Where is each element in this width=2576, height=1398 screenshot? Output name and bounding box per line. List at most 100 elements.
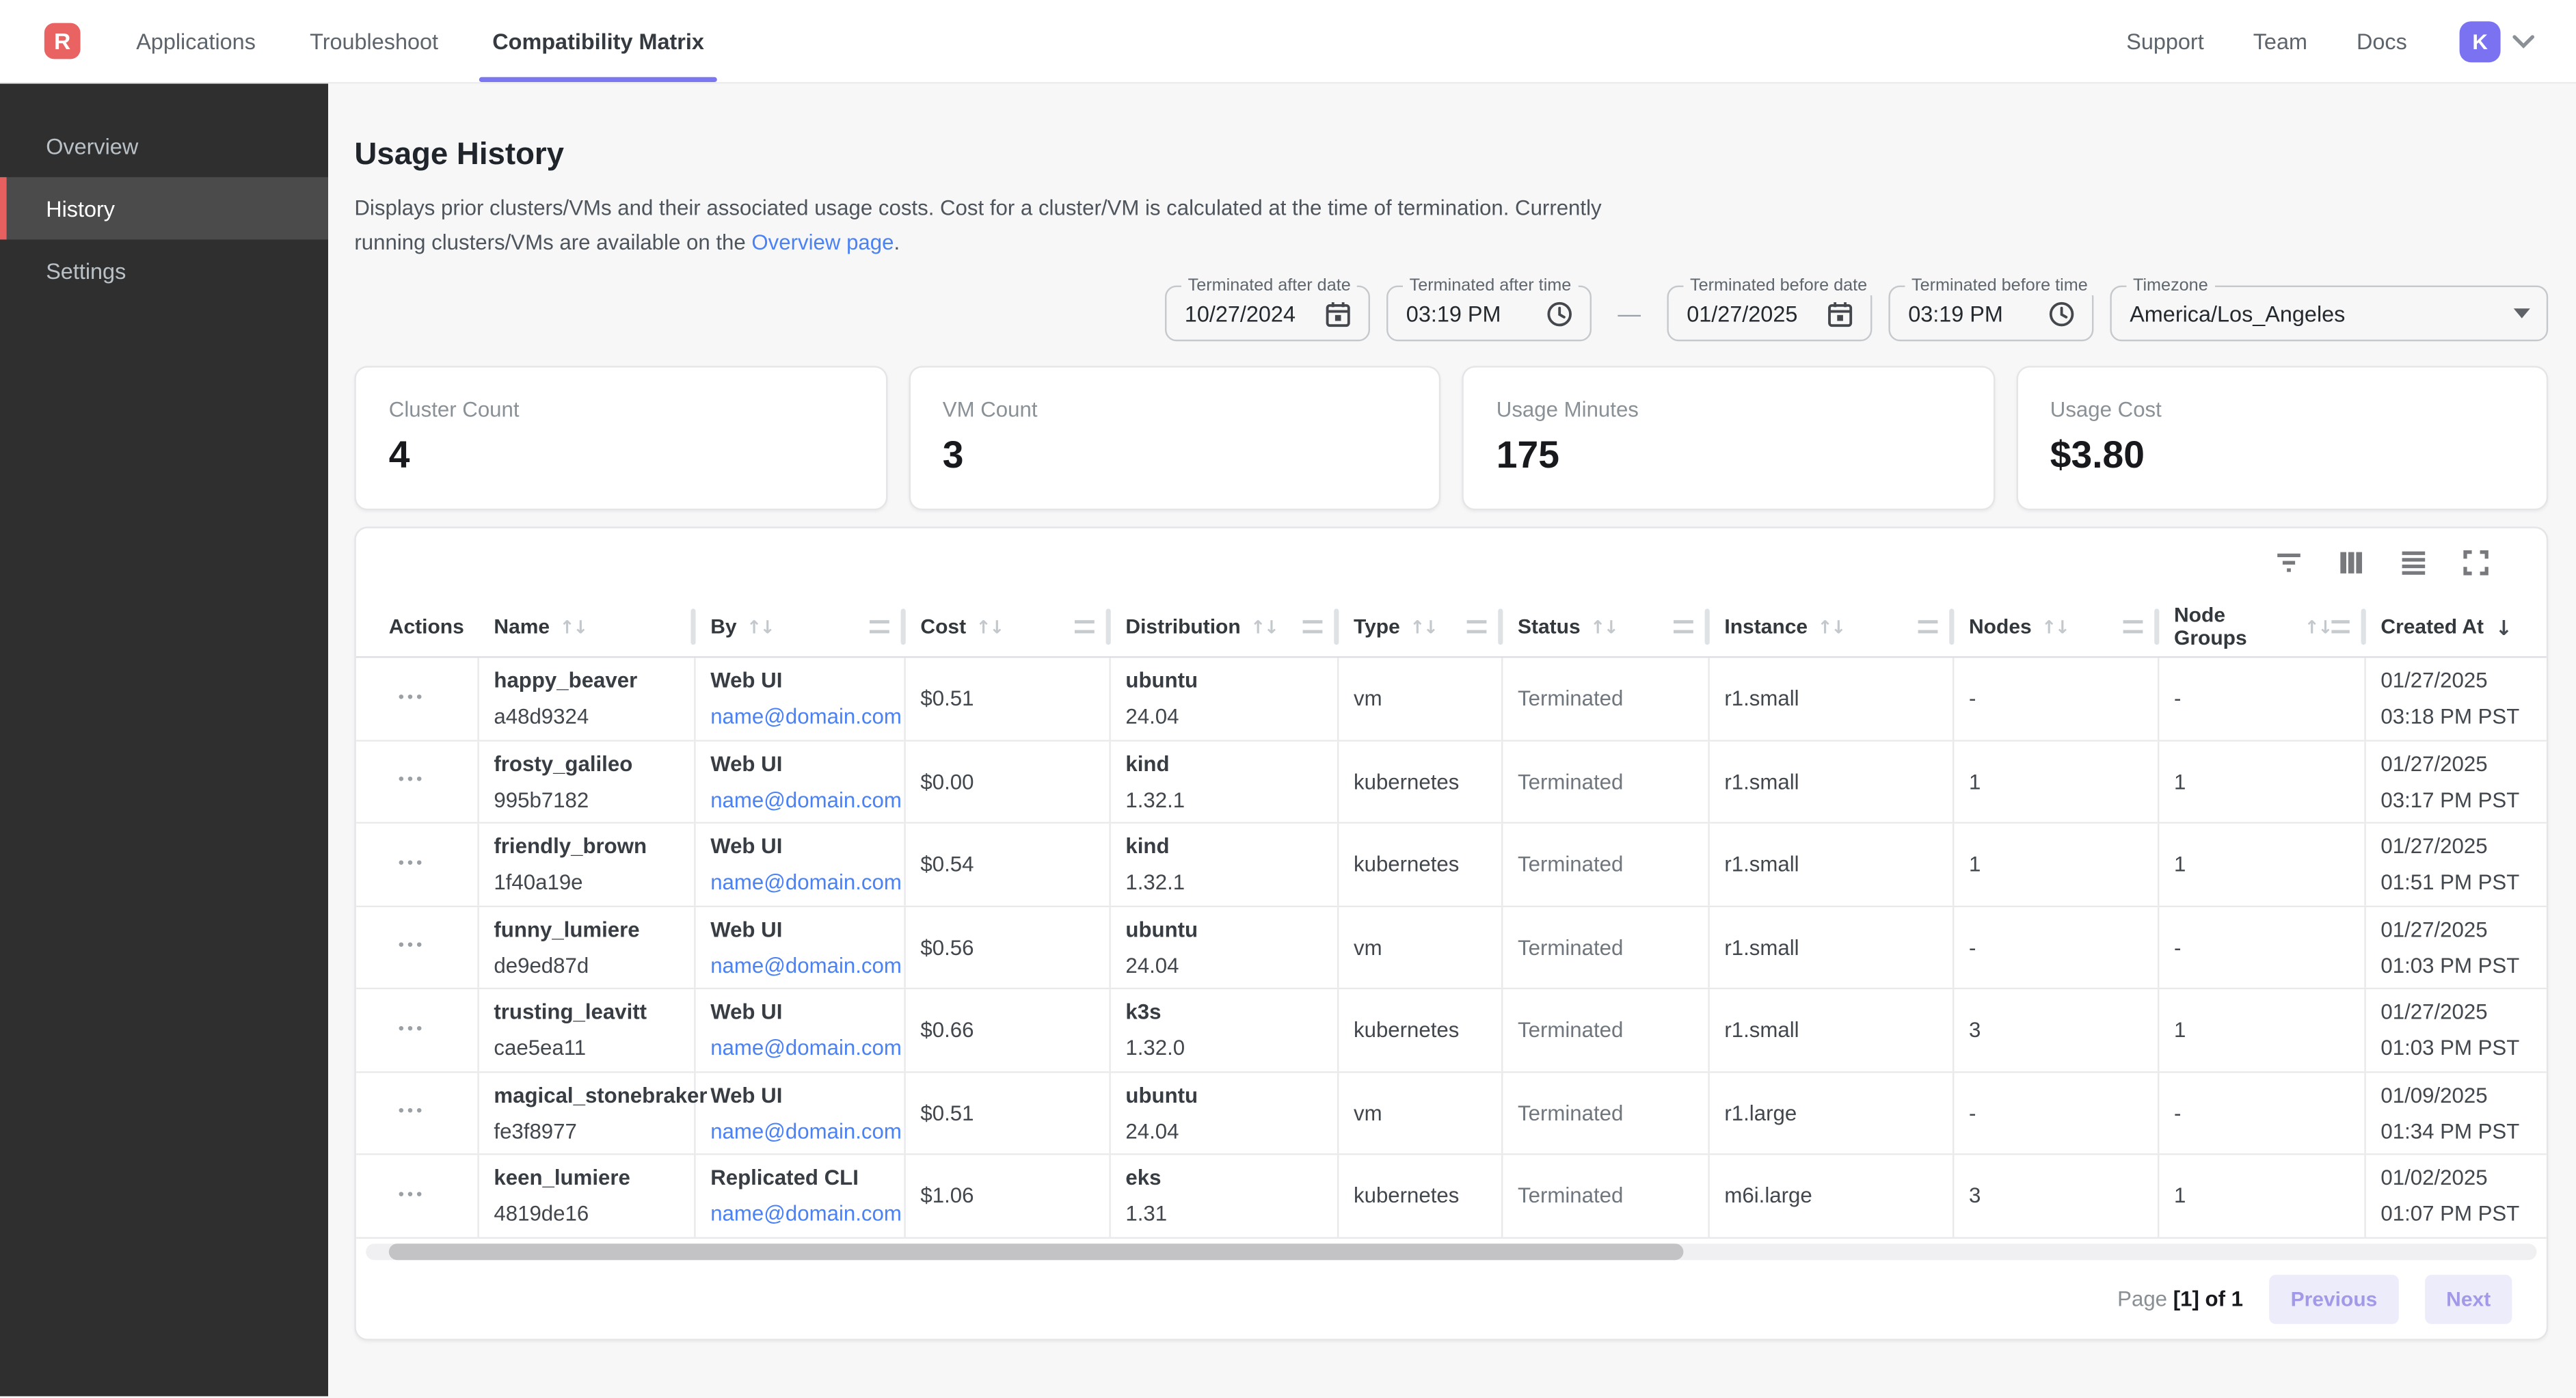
column-header-status[interactable]: Status ↑↓ [1503, 597, 1709, 656]
field-value[interactable]: America/Los_Angeles [2130, 301, 2514, 325]
avatar[interactable]: K [2460, 21, 2501, 62]
sort-icon[interactable]: ↑↓ [1590, 616, 1617, 637]
cell-type: kubernetes [1339, 824, 1503, 905]
previous-page-button[interactable]: Previous [2269, 1274, 2398, 1323]
table-row: ••• magical_stonebraker fe3f8977 Web UI … [356, 1072, 2547, 1155]
sort-icon[interactable]: ↑↓ [747, 616, 773, 637]
cell-name: friendly_brown 1f40a19e [479, 824, 696, 905]
sort-icon[interactable]: ↑↓ [2305, 616, 2331, 637]
column-header-instance[interactable]: Instance ↑↓ [1710, 597, 1955, 656]
account-menu[interactable]: K [2460, 21, 2535, 62]
cost-value: $1.06 [920, 1183, 1099, 1208]
sidebar-item-settings[interactable]: Settings [0, 239, 328, 301]
density-icon[interactable] [2396, 545, 2432, 581]
row-actions-button[interactable]: ••• [399, 1105, 426, 1121]
horizontal-scrollbar[interactable] [366, 1243, 2536, 1259]
team-link[interactable]: Team [2253, 29, 2307, 53]
chevron-down-icon[interactable] [2512, 33, 2535, 49]
email-link[interactable]: name@domain.com [710, 704, 894, 729]
field-value[interactable]: 03:19 PM [1908, 301, 2048, 325]
support-link[interactable]: Support [2126, 29, 2204, 53]
clock-icon[interactable] [2048, 299, 2076, 327]
distribution-name: eks [1125, 1166, 1327, 1190]
sort-desc-icon[interactable]: ↓ [2495, 615, 2512, 639]
terminated-before-time-field[interactable]: Terminated before time 03:19 PM [1888, 286, 2093, 342]
row-actions-button[interactable]: ••• [399, 939, 426, 955]
sidebar-item-overview[interactable]: Overview [0, 115, 328, 177]
column-label: Node Groups [2174, 604, 2294, 649]
distribution-name: ubuntu [1125, 668, 1327, 693]
column-header-cost[interactable]: Cost ↑↓ [906, 597, 1111, 656]
column-header-by[interactable]: By ↑↓ [696, 597, 906, 656]
tab-troubleshoot[interactable]: Troubleshoot [297, 0, 451, 82]
field-value[interactable]: 10/27/2024 [1185, 301, 1324, 325]
cell-instance: r1.small [1710, 824, 1955, 905]
column-menu-icon[interactable] [1674, 620, 1693, 633]
field-value[interactable]: 03:19 PM [1406, 301, 1546, 325]
fullscreen-icon[interactable] [2458, 545, 2494, 581]
column-header-created-at[interactable]: Created At ↓ [2366, 597, 2547, 656]
sort-icon[interactable]: ↑↓ [560, 616, 587, 637]
email-link[interactable]: name@domain.com [710, 787, 894, 811]
row-actions-button[interactable]: ••• [399, 1022, 426, 1038]
column-menu-icon[interactable] [2123, 620, 2143, 633]
terminated-after-time-field[interactable]: Terminated after time 03:19 PM [1386, 286, 1592, 342]
email-link[interactable]: name@domain.com [710, 870, 894, 895]
cell-node-groups: - [2159, 658, 2365, 739]
column-menu-icon[interactable] [1918, 620, 1938, 633]
column-header-node-groups[interactable]: Node Groups ↑↓ [2159, 597, 2365, 656]
columns-icon[interactable] [2333, 545, 2370, 581]
nodes-value: - [1969, 686, 2148, 711]
type-value: kubernetes [1354, 852, 1492, 876]
field-value[interactable]: 01/27/2025 [1687, 301, 1826, 325]
tab-compatibility-matrix[interactable]: Compatibility Matrix [479, 0, 717, 82]
email-link[interactable]: name@domain.com [710, 1201, 894, 1226]
tab-applications[interactable]: Applications [123, 0, 269, 82]
column-menu-icon[interactable] [870, 620, 889, 633]
cell-by: Web UI name@domain.com [696, 824, 906, 905]
column-label: Nodes [1969, 615, 2032, 638]
cell-name: magical_stonebraker fe3f8977 [479, 1072, 696, 1153]
next-page-button[interactable]: Next [2425, 1274, 2512, 1323]
row-actions-button[interactable]: ••• [399, 856, 426, 872]
column-header-distribution[interactable]: Distribution ↑↓ [1111, 597, 1339, 656]
row-actions-button[interactable]: ••• [399, 1187, 426, 1204]
sort-icon[interactable]: ↑↓ [976, 616, 1002, 637]
timezone-select[interactable]: Timezone America/Los_Angeles [2110, 286, 2548, 342]
column-menu-icon[interactable] [2331, 620, 2350, 633]
sort-icon[interactable]: ↑↓ [1410, 616, 1436, 637]
cell-name: keen_lumiere 4819de16 [479, 1155, 696, 1237]
docs-link[interactable]: Docs [2357, 29, 2407, 53]
scrollbar-thumb[interactable] [389, 1243, 1684, 1259]
nodes-value: 3 [1969, 1183, 2148, 1208]
sidebar-item-history[interactable]: History [0, 177, 328, 239]
row-actions-button[interactable]: ••• [399, 690, 426, 707]
email-link[interactable]: name@domain.com [710, 1036, 894, 1060]
clock-icon[interactable] [1546, 299, 1574, 327]
overview-page-link[interactable]: Overview page [751, 230, 894, 254]
sort-icon[interactable]: ↑↓ [2041, 616, 2068, 637]
column-header-name[interactable]: Name ↑↓ [479, 597, 696, 656]
dropdown-caret-icon[interactable] [2514, 308, 2530, 318]
email-link[interactable]: name@domain.com [710, 953, 894, 978]
calendar-icon[interactable] [1324, 299, 1352, 327]
email-link[interactable]: name@domain.com [710, 1118, 894, 1143]
status-badge: Terminated [1518, 1183, 1698, 1208]
table-header-row: Actions Name ↑↓ By ↑↓ [356, 597, 2547, 658]
calendar-icon[interactable] [1826, 299, 1854, 327]
node-groups-value: 1 [2174, 1183, 2354, 1208]
sort-icon[interactable]: ↑↓ [1250, 616, 1277, 637]
column-menu-icon[interactable] [1303, 620, 1323, 633]
sort-icon[interactable]: ↑↓ [1818, 616, 1844, 637]
row-actions-button[interactable]: ••• [399, 773, 426, 790]
column-header-type[interactable]: Type ↑↓ [1339, 597, 1503, 656]
column-menu-icon[interactable] [1075, 620, 1095, 633]
terminated-after-date-field[interactable]: Terminated after date 10/27/2024 [1165, 286, 1370, 342]
filter-icon[interactable] [2271, 545, 2307, 581]
column-menu-icon[interactable] [1467, 620, 1487, 633]
replicated-logo-icon[interactable]: R [44, 23, 81, 59]
terminated-before-date-field[interactable]: Terminated before date 01/27/2025 [1667, 286, 1872, 342]
table-row: ••• trusting_leavitt cae5ea11 Web UI nam… [356, 989, 2547, 1072]
created-time: 01:34 PM PST [2380, 1118, 2546, 1143]
column-header-nodes[interactable]: Nodes ↑↓ [1954, 597, 2159, 656]
